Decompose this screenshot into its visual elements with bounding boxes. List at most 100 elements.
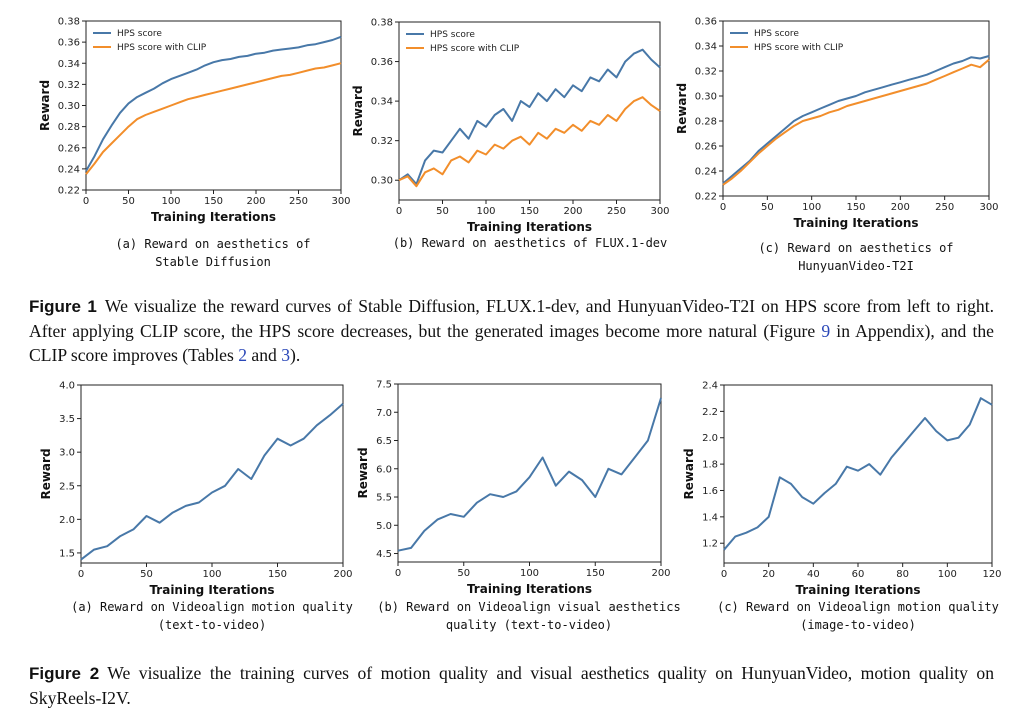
y-tick-label: 0.32 bbox=[58, 80, 80, 91]
series-line-2 bbox=[398, 96, 661, 188]
legend-entry: HPS score bbox=[754, 29, 799, 39]
y-tick-label: 0.38 bbox=[58, 17, 80, 28]
y-axis-label: Reward bbox=[351, 85, 365, 136]
x-tick-label: 0 bbox=[721, 569, 727, 580]
x-tick-label: 50 bbox=[761, 202, 774, 213]
x-tick-label: 60 bbox=[852, 569, 865, 580]
x-tick-label: 150 bbox=[846, 202, 865, 213]
chart-4: 0 50 100 150 200 1.5 2.0 2.5 3.0 3.5 4.0 Training I… bbox=[39, 381, 353, 633]
x-tick-label: 200 bbox=[651, 568, 670, 579]
y-tick-label: 0.26 bbox=[58, 143, 80, 154]
y-tick-label: 7.0 bbox=[376, 408, 392, 419]
y-tick-label: 0.38 bbox=[371, 18, 393, 29]
y-tick-label: 1.2 bbox=[702, 539, 718, 550]
x-tick-label: 0 bbox=[396, 206, 402, 217]
x-axis-label: Training Iterations bbox=[151, 210, 276, 224]
chart-5: 0 50 100 150 200 4.5 5.0 5.5 6.0 6.5 7.0 7.5 Trainin… bbox=[356, 380, 681, 633]
subfigure-caption: (b) Reward on Videoalign visual aestheti… bbox=[377, 600, 680, 614]
chart-3: 0 50 100 150 200 250 300 0.22 0.24 0.26 0.28 0.30 0.… bbox=[675, 17, 999, 274]
plot-frame bbox=[723, 384, 993, 564]
x-tick-label: 150 bbox=[204, 196, 223, 207]
figure2-caption: Figure 2 We visualize the training curves… bbox=[29, 661, 994, 710]
y-tick-label: 4.5 bbox=[376, 549, 392, 560]
x-tick-label: 120 bbox=[982, 569, 1001, 580]
x-tick-label: 40 bbox=[807, 569, 820, 580]
y-tick-label: 2.5 bbox=[59, 481, 75, 492]
x-tick-label: 0 bbox=[83, 196, 89, 207]
legend-entry: HPS score with CLIP bbox=[430, 44, 520, 54]
y-axis-label: Reward bbox=[39, 448, 53, 499]
figure1-text-part: We visualize the reward curves of Stable… bbox=[29, 296, 994, 341]
y-axis-label: Reward bbox=[682, 448, 696, 499]
chart-2: 0 50 100 150 200 250 300 0.30 0.32 0.34 0.36 0.38 Tr… bbox=[351, 18, 670, 251]
x-axis-label: Training Iterations bbox=[467, 220, 592, 234]
series-line-1 bbox=[85, 35, 342, 172]
series-line-2 bbox=[722, 58, 990, 186]
y-tick-label: 2.0 bbox=[59, 515, 75, 526]
x-axis-label: Training Iterations bbox=[467, 582, 592, 596]
y-tick-label: 0.30 bbox=[58, 101, 80, 112]
y-axis-label: Reward bbox=[675, 83, 689, 134]
x-tick-label: 100 bbox=[161, 196, 180, 207]
x-tick-label: 50 bbox=[457, 568, 470, 579]
figure1-text-part: ). bbox=[290, 345, 301, 365]
x-tick-label: 300 bbox=[979, 202, 998, 213]
y-tick-label: 0.32 bbox=[695, 67, 717, 78]
legend-entry: HPS score bbox=[117, 29, 162, 39]
y-axis-label: Reward bbox=[38, 80, 52, 131]
x-axis-label: Training Iterations bbox=[149, 583, 274, 597]
x-tick-label: 200 bbox=[246, 196, 265, 207]
x-tick-label: 0 bbox=[395, 568, 401, 579]
y-tick-label: 0.30 bbox=[695, 92, 717, 103]
y-tick-label: 3.0 bbox=[59, 448, 75, 459]
y-tick-label: 0.34 bbox=[58, 59, 80, 70]
y-tick-label: 0.22 bbox=[58, 186, 80, 197]
figure2-label: Figure 2 bbox=[29, 664, 100, 683]
x-tick-label: 300 bbox=[331, 196, 350, 207]
x-tick-label: 150 bbox=[586, 568, 605, 579]
subfigure-caption: (a) Reward on Videoalign motion quality bbox=[71, 600, 353, 614]
chart-6: 0 20 40 60 80 100 120 1.2 1.4 1.6 1.8 2.0 2.2 2.4 Trai… bbox=[682, 381, 1001, 633]
y-tick-label: 1.5 bbox=[59, 548, 75, 559]
table-ref-link[interactable]: 2 bbox=[238, 345, 247, 365]
y-tick-label: 7.5 bbox=[376, 380, 392, 391]
subfigure-caption: (c) Reward on Videoalign motion quality bbox=[717, 600, 999, 614]
x-tick-label: 50 bbox=[122, 196, 135, 207]
y-tick-label: 0.24 bbox=[58, 164, 80, 175]
y-tick-label: 0.24 bbox=[695, 167, 717, 178]
x-tick-label: 100 bbox=[202, 569, 221, 580]
series-line-1 bbox=[722, 55, 990, 185]
y-tick-label: 0.36 bbox=[371, 57, 393, 68]
y-tick-label: 0.30 bbox=[371, 176, 393, 187]
y-tick-label: 1.6 bbox=[702, 486, 718, 497]
y-tick-label: 2.2 bbox=[702, 407, 718, 418]
legend-entry: HPS score with CLIP bbox=[754, 43, 844, 53]
x-tick-label: 100 bbox=[802, 202, 821, 213]
series-line-1 bbox=[723, 397, 993, 551]
y-tick-label: 5.0 bbox=[376, 521, 392, 532]
x-tick-label: 0 bbox=[78, 569, 84, 580]
y-tick-label: 0.36 bbox=[695, 17, 717, 28]
x-tick-label: 250 bbox=[289, 196, 308, 207]
y-tick-label: 3.5 bbox=[59, 414, 75, 425]
figure1-text-part: and bbox=[247, 345, 282, 365]
series-line-1 bbox=[397, 397, 662, 552]
y-tick-label: 0.34 bbox=[371, 97, 393, 108]
subfigure-caption: (text-to-video) bbox=[158, 618, 266, 632]
subfigure-caption: (a) Reward on aesthetics of bbox=[115, 237, 310, 251]
y-tick-label: 2.4 bbox=[702, 381, 718, 392]
x-tick-label: 20 bbox=[762, 569, 775, 580]
legend-entry: HPS score bbox=[430, 30, 475, 40]
y-tick-label: 0.36 bbox=[58, 38, 80, 49]
series-line-1 bbox=[398, 48, 661, 186]
y-axis-label: Reward bbox=[356, 447, 370, 498]
subfigure-caption: (c) Reward on aesthetics of bbox=[758, 241, 953, 255]
x-tick-label: 50 bbox=[140, 569, 153, 580]
x-tick-label: 300 bbox=[650, 206, 669, 217]
figure-ref-link[interactable]: 9 bbox=[821, 321, 831, 341]
y-tick-label: 5.5 bbox=[376, 493, 392, 504]
y-tick-label: 6.5 bbox=[376, 436, 392, 447]
table-ref-link[interactable]: 3 bbox=[281, 345, 290, 365]
y-tick-label: 2.0 bbox=[702, 433, 718, 444]
